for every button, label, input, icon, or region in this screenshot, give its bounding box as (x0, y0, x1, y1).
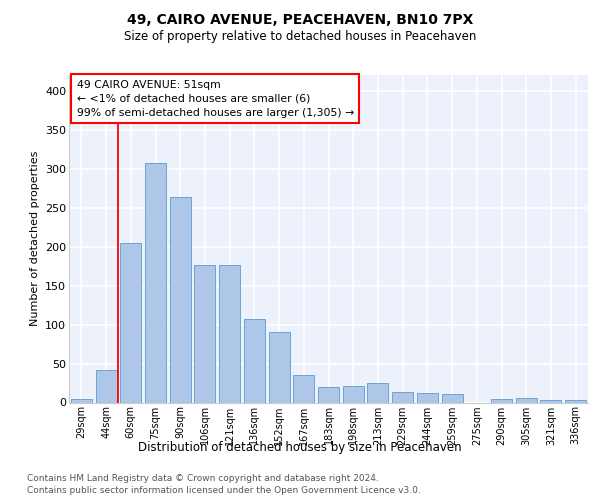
Bar (541, 400, 562, 402)
Bar (417, 393, 438, 402)
Bar (170, 198, 191, 402)
Bar (95, 370, 116, 402)
Bar (392, 392, 413, 402)
Bar (269, 332, 290, 402)
Bar (219, 266, 240, 402)
Text: 49, CAIRO AVENUE, PEACEHAVEN, BN10 7PX: 49, CAIRO AVENUE, PEACEHAVEN, BN10 7PX (127, 12, 473, 26)
Bar (491, 398, 512, 402)
Text: Size of property relative to detached houses in Peacehaven: Size of property relative to detached ho… (124, 30, 476, 43)
Bar (293, 375, 314, 402)
Bar (71, 400, 92, 402)
Text: 49 CAIRO AVENUE: 51sqm
← <1% of detached houses are smaller (6)
99% of semi-deta: 49 CAIRO AVENUE: 51sqm ← <1% of detached… (77, 80, 354, 118)
Text: Contains HM Land Registry data © Crown copyright and database right 2024.: Contains HM Land Registry data © Crown c… (27, 474, 379, 483)
Bar (120, 242, 141, 402)
Bar (318, 387, 339, 402)
Text: Distribution of detached houses by size in Peacehaven: Distribution of detached houses by size … (138, 441, 462, 454)
Bar (145, 163, 166, 402)
Bar (343, 386, 364, 402)
Bar (516, 398, 537, 402)
Bar (244, 319, 265, 402)
Bar (194, 266, 215, 402)
Y-axis label: Number of detached properties: Number of detached properties (29, 151, 40, 326)
Text: Contains public sector information licensed under the Open Government Licence v3: Contains public sector information licen… (27, 486, 421, 495)
Bar (442, 394, 463, 402)
Bar (565, 400, 586, 402)
Bar (367, 383, 388, 402)
